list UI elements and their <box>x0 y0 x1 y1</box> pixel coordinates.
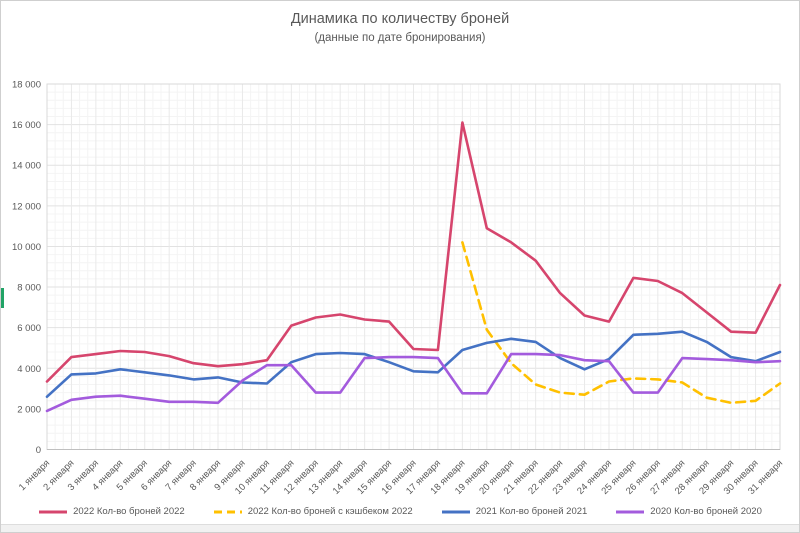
y-tick-label: 16 000 <box>12 120 41 131</box>
legend-swatch-0 <box>39 510 68 513</box>
chart-subtitle: (данные по дате бронирования) <box>314 32 486 44</box>
legend-item-3: 2020 Кол-во броней 2020 <box>615 506 762 517</box>
legend-item-1: 2022 Кол-во броней с кэшбеком 2022 <box>213 506 413 517</box>
window-bottom-edge <box>1 524 799 532</box>
y-tick-label: 12 000 <box>12 201 41 212</box>
legend-swatch-2 <box>441 510 470 513</box>
series-line-1 <box>461 241 782 405</box>
legend-item-2: 2021 Кол-во броней 2021 <box>441 506 588 517</box>
y-tick-label: 14 000 <box>12 161 41 172</box>
series-line-2 <box>45 330 782 398</box>
legend-swatch-1 <box>213 510 242 513</box>
y-tick-label: 2 000 <box>17 404 41 415</box>
chart-legend: 2022 Кол-во броней 2022 2022 Кол-во броне… <box>1 506 799 517</box>
legend-label-1: 2022 Кол-во броней с кэшбеком 2022 <box>247 506 413 517</box>
y-tick-label: 10 000 <box>12 242 41 253</box>
legend-label-2: 2021 Кол-во броней 2021 <box>475 506 588 517</box>
y-tick-label: 4 000 <box>17 364 41 375</box>
legend-item-0: 2022 Кол-во броней 2022 <box>38 506 185 517</box>
chart-title: Динамика по количеству броней <box>290 11 510 27</box>
y-tick-label: 8 000 <box>17 283 41 294</box>
legend-label-3: 2020 Кол-во броней 2020 <box>650 506 762 517</box>
legend-label-0: 2022 Кол-во броней 2022 <box>73 506 185 517</box>
y-tick-label: 18 000 <box>12 80 41 91</box>
series-line-0 <box>45 121 782 383</box>
legend-swatch-3 <box>616 510 645 513</box>
y-tick-label: 0 <box>36 445 41 456</box>
y-tick-label: 6 000 <box>17 323 41 334</box>
series-line-3 <box>45 352 782 413</box>
selection-accent-mark <box>1 288 4 308</box>
